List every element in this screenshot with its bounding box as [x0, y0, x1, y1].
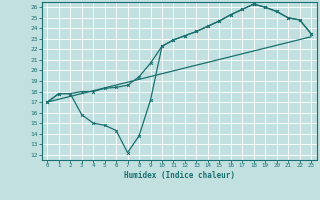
X-axis label: Humidex (Indice chaleur): Humidex (Indice chaleur): [124, 171, 235, 180]
